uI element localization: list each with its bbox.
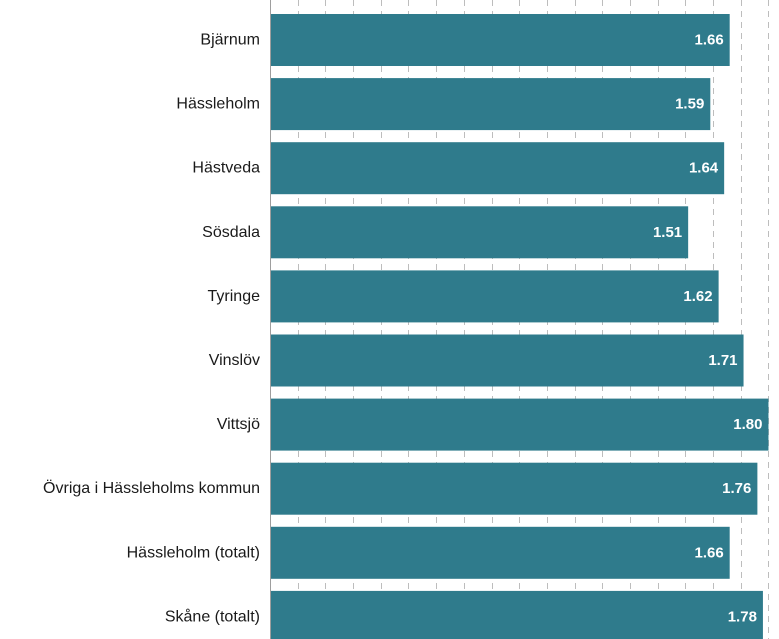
value-label: 1.71 <box>708 352 737 369</box>
category-label: Hässleholm (totalt) <box>127 544 260 561</box>
bar <box>270 142 725 195</box>
category-label: Övriga i Hässleholms kommun <box>43 479 260 497</box>
category-label: Vittsjö <box>217 416 260 433</box>
category-label: Hässleholm <box>176 96 260 113</box>
value-label: 1.51 <box>653 224 682 241</box>
bar <box>270 334 744 387</box>
bars <box>270 14 769 639</box>
value-label: 1.64 <box>689 160 719 177</box>
bar <box>270 526 730 579</box>
bar <box>270 78 711 131</box>
bar <box>270 462 758 515</box>
category-label: Vinslöv <box>209 352 260 369</box>
value-label: 1.66 <box>694 544 723 561</box>
category-label: Hästveda <box>192 160 260 177</box>
category-label: Bjärnum <box>200 32 260 49</box>
value-label: 1.66 <box>694 32 723 49</box>
value-label: 1.76 <box>722 480 751 497</box>
bar <box>270 590 763 639</box>
bar <box>270 270 719 323</box>
value-labels: 1.66 1.59 1.64 1.51 1.62 1.71 1.80 1.76 1.66 1.78 <box>653 32 763 626</box>
value-label: 1.78 <box>728 608 757 625</box>
category-label: Tyringe <box>208 288 261 305</box>
bar <box>270 14 730 66</box>
category-label: Skåne (totalt) <box>165 607 260 625</box>
category-label: Sösdala <box>202 224 260 241</box>
bar <box>270 398 769 451</box>
value-label: 1.62 <box>683 288 712 305</box>
bar <box>270 206 689 259</box>
value-label: 1.80 <box>733 416 762 433</box>
value-label: 1.59 <box>675 96 704 113</box>
category-labels: Bjärnum Hässleholm Hästveda Sösdala Tyringe V… <box>43 32 260 626</box>
